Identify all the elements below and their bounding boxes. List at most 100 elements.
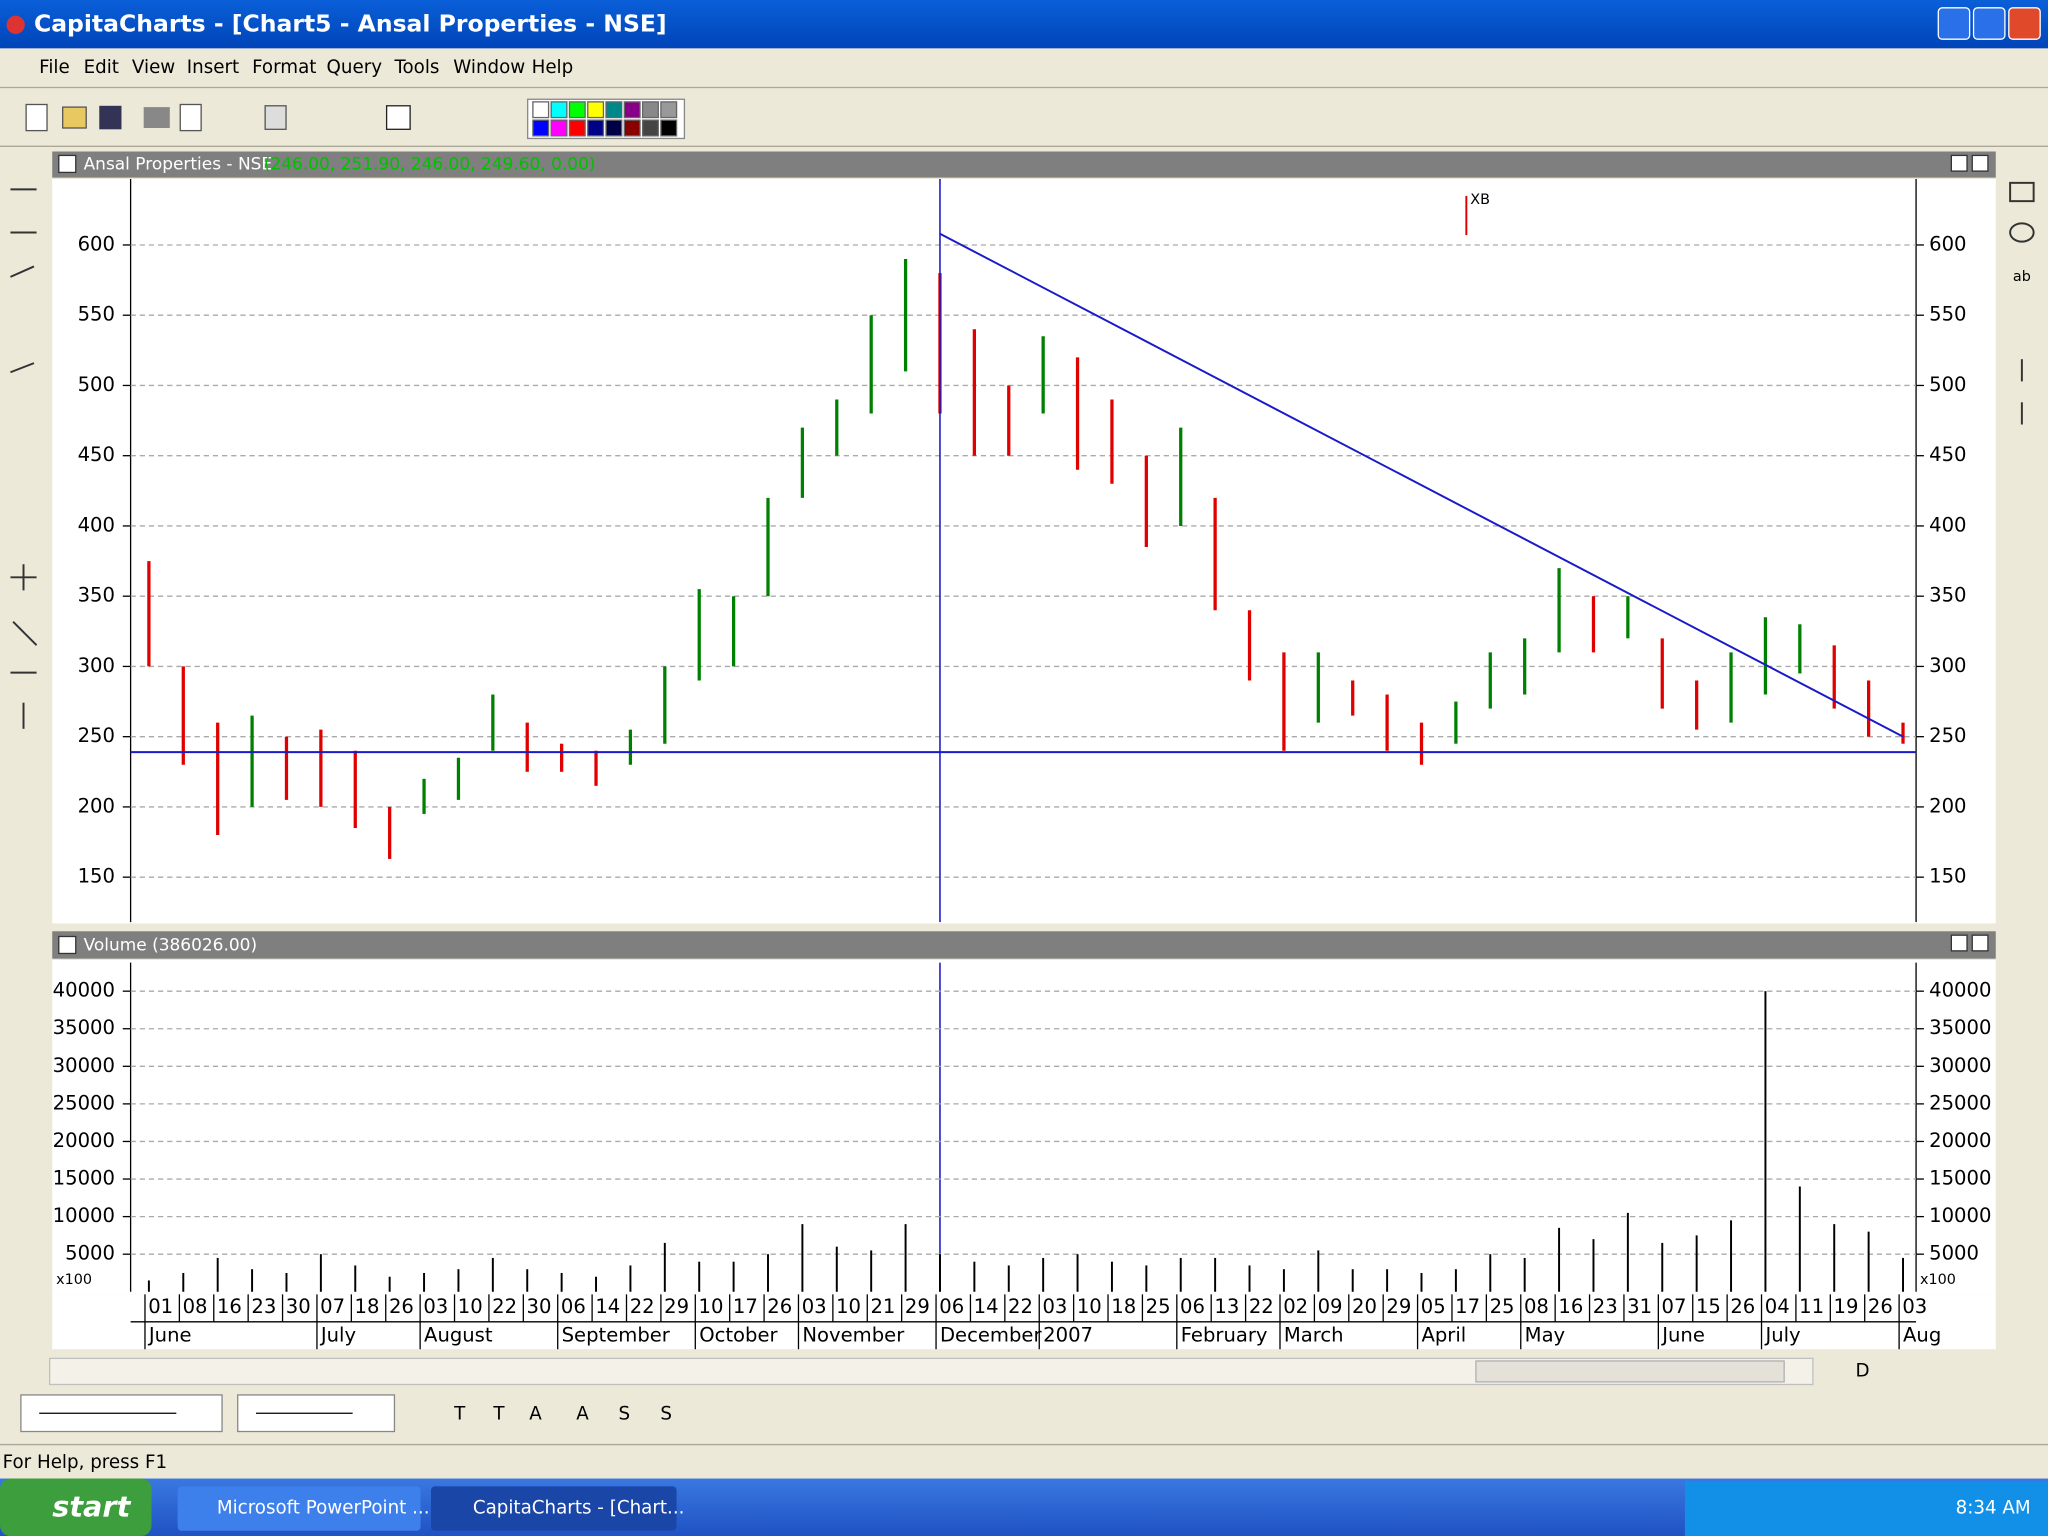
color-swatch[interactable] [568, 101, 586, 119]
start-label[interactable]: start [52, 1490, 131, 1524]
x-tick-label: 07 [320, 1295, 345, 1318]
month-label: March [1284, 1324, 1344, 1347]
x-tick-label: 26 [767, 1295, 792, 1318]
y-tick-label: 35000 [1929, 1016, 1991, 1039]
x-tick-label: 21 [870, 1295, 895, 1318]
volume-panel [52, 960, 1996, 1295]
x-tick-label: 30 [286, 1295, 311, 1318]
color-swatch[interactable] [587, 119, 605, 137]
y-tick-label: 500 [78, 373, 115, 396]
y-tick-label: 10000 [1929, 1204, 1991, 1227]
grid-icon[interactable] [385, 105, 411, 130]
open-icon[interactable] [62, 106, 87, 129]
start-button[interactable] [0, 1478, 152, 1536]
color-swatch[interactable] [587, 101, 605, 119]
menu-item[interactable]: Query [327, 57, 383, 78]
menu-item[interactable]: Tools [393, 57, 439, 78]
task-label[interactable]: Microsoft PowerPoint ... [217, 1498, 430, 1519]
x-tick-label: 03 [1902, 1295, 1927, 1318]
month-label: October [699, 1324, 778, 1347]
y-tick-label: 300 [1929, 654, 1966, 677]
x-tick-label: 26 [1868, 1295, 1893, 1318]
x-tick-label: 18 [355, 1295, 380, 1318]
close-button[interactable] [2008, 7, 2041, 40]
color-swatch[interactable] [623, 119, 641, 137]
color-swatch[interactable] [532, 101, 550, 119]
nav-button[interactable]: A [529, 1404, 542, 1425]
color-swatch[interactable] [550, 119, 568, 137]
y-tick-label: 20000 [53, 1129, 115, 1152]
color-swatch[interactable] [641, 101, 659, 119]
nav-button[interactable]: S [619, 1404, 631, 1425]
y-tick-label: 250 [1929, 724, 1966, 747]
nav-button[interactable]: T [492, 1404, 505, 1425]
preview-icon[interactable] [179, 103, 202, 132]
scroll-period[interactable]: D [1855, 1360, 1869, 1381]
month-label: February [1181, 1324, 1268, 1347]
y-tick-label: 150 [78, 865, 115, 888]
color-swatch[interactable] [568, 119, 586, 137]
task-button[interactable] [177, 1486, 421, 1531]
x-tick-label: 29 [664, 1295, 689, 1318]
x-tick-label: 13 [1214, 1295, 1239, 1318]
nav-button[interactable]: A [576, 1404, 589, 1425]
menu-item[interactable]: Window [453, 57, 525, 78]
y-tick-label: 5000 [1929, 1242, 1979, 1265]
x-tick-label: 06 [1180, 1295, 1205, 1318]
task-label[interactable]: CapitaCharts - [Chart... [473, 1498, 685, 1519]
y-tick-label: 40000 [53, 979, 115, 1002]
menu-item[interactable]: File [39, 57, 70, 78]
nav-button[interactable]: T [453, 1404, 466, 1425]
x-tick-label: 26 [389, 1295, 414, 1318]
color-swatch[interactable] [660, 101, 678, 119]
y-tick-label: 550 [1929, 303, 1966, 326]
x-tick-label: 15 [1696, 1295, 1721, 1318]
color-swatch[interactable] [660, 119, 678, 137]
color-swatch[interactable] [641, 119, 659, 137]
x-tick-label: 31 [1627, 1295, 1652, 1318]
menu-item[interactable]: Help [532, 57, 574, 78]
menu-item[interactable]: Format [252, 57, 316, 78]
month-label: November [802, 1324, 905, 1347]
system-tray [1684, 1481, 2048, 1536]
month-label: June [147, 1324, 192, 1347]
toolbar [25, 98, 686, 140]
print-icon[interactable] [143, 107, 170, 128]
x-tick-label: 03 [423, 1295, 448, 1318]
save-icon[interactable] [99, 105, 122, 130]
x-tick-label: 10 [699, 1295, 724, 1318]
copy-icon[interactable] [264, 105, 287, 130]
volume-panel-header [52, 931, 1996, 959]
color-swatch[interactable] [550, 101, 568, 119]
x-tick-label: 02 [1283, 1295, 1308, 1318]
minimize-button[interactable] [1937, 7, 1971, 40]
color-swatch[interactable] [623, 101, 641, 119]
month-label: July [1763, 1324, 1800, 1347]
y-tick-label: 400 [1929, 513, 1966, 536]
scroll-thumb[interactable] [1475, 1360, 1785, 1383]
y-tick-label: 30000 [53, 1054, 115, 1077]
y-tick-label: 20000 [1929, 1129, 1991, 1152]
title-bar [0, 0, 2048, 49]
menu-item[interactable]: Edit [84, 57, 119, 78]
x-tick-label: 17 [1455, 1295, 1480, 1318]
color-swatch[interactable] [605, 119, 623, 137]
color-swatch[interactable] [532, 119, 550, 137]
nav-button[interactable]: S [660, 1404, 672, 1425]
menu-item[interactable]: View [132, 57, 175, 78]
task-button-active[interactable] [431, 1486, 677, 1531]
new-icon[interactable] [25, 103, 48, 132]
price-panel-values: (246.00, 251.90, 246.00, 249.60, 0.00) [264, 155, 596, 175]
y-tick-label: 450 [78, 443, 115, 466]
menu-item[interactable]: Insert [187, 57, 239, 78]
y-tick-label: 350 [78, 584, 115, 607]
x-tick-label: 14 [974, 1295, 999, 1318]
maximize-button[interactable] [1972, 7, 2006, 40]
x-tick-label: 04 [1765, 1295, 1790, 1318]
status-text: For Help, press F1 [3, 1452, 168, 1473]
color-swatch[interactable] [605, 101, 623, 119]
text-tool[interactable]: ab [2013, 269, 2031, 285]
x-tick-label: 22 [630, 1295, 655, 1318]
x-tick-label: 08 [183, 1295, 208, 1318]
